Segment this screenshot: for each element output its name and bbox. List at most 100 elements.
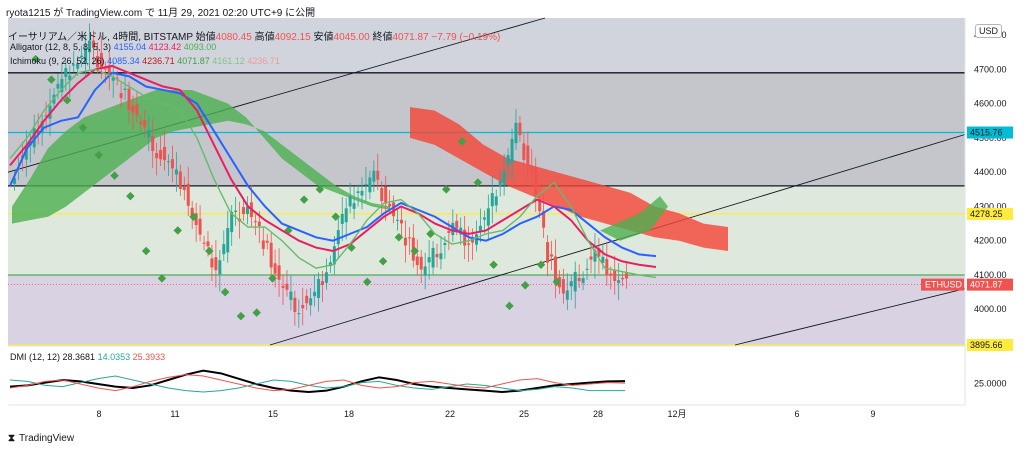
- y-tick-label: 4000.00: [974, 304, 1007, 314]
- ichimoku-legend[interactable]: Ichimoku (9, 26, 52, 26) 4085.34 4236.71…: [10, 56, 280, 66]
- dmi-minus-value: 25.3933: [132, 352, 166, 362]
- chikou-marker: [78, 123, 88, 132]
- candle-body: [234, 210, 238, 212]
- candle-body: [451, 222, 455, 236]
- level-tag-3895-bg: [967, 339, 1013, 351]
- dmi-legend[interactable]: DMI (12, 12) 28.3681 14.0353 25.3933: [10, 352, 165, 362]
- chikou-marker: [520, 281, 530, 290]
- candle-body: [289, 291, 293, 300]
- currency-button[interactable]: USD: [975, 24, 1003, 38]
- chikou-marker: [378, 257, 388, 266]
- candle-body: [328, 262, 332, 267]
- publisher-line: ryota1215 が TradingView.com で 11月 29, 20…: [6, 8, 316, 19]
- candle-body: [613, 269, 617, 281]
- low-value: 4045.00: [333, 32, 370, 43]
- candle-body: [542, 211, 546, 228]
- chikou-marker: [315, 185, 325, 194]
- chikou-marker: [473, 178, 483, 187]
- candle-body: [621, 278, 625, 280]
- dmi-label: DMI (12, 12): [10, 352, 61, 362]
- open-label: 始値: [195, 32, 216, 43]
- dmi-plus-value: 14.0353: [97, 352, 131, 362]
- candle-body: [297, 313, 301, 315]
- alligator-teeth-value: 4123.42: [148, 42, 182, 52]
- candle-body: [510, 138, 514, 164]
- level-tag-4515-bg: [967, 126, 1013, 139]
- candle-body: [210, 258, 214, 268]
- candle-body: [198, 218, 202, 235]
- candle-body: [423, 266, 427, 276]
- candle-body: [127, 88, 131, 110]
- x-tick-label: 25: [519, 409, 529, 419]
- candle-body: [159, 149, 163, 160]
- candle-body: [24, 147, 28, 160]
- candle-body: [119, 93, 123, 99]
- candle-body: [155, 153, 159, 159]
- last-price-tag-bg: [967, 278, 1013, 291]
- candle-body: [131, 105, 135, 113]
- alligator-lips-value: 4093.00: [183, 42, 217, 52]
- chikou-marker: [236, 311, 246, 321]
- candle-body: [388, 203, 392, 207]
- candle-body: [565, 290, 569, 300]
- x-tick-label: 28: [593, 409, 603, 419]
- candle-body: [482, 217, 486, 220]
- ichimoku-tenkan-value: 4085.34: [107, 56, 140, 66]
- candle-body: [190, 207, 194, 216]
- candle-body: [601, 256, 605, 263]
- candle-body: [534, 168, 538, 195]
- candle-body: [589, 256, 593, 260]
- x-tick-label: 8: [96, 409, 101, 419]
- low-label: 安値: [313, 32, 334, 43]
- candle-body: [392, 202, 396, 217]
- candle-body: [135, 104, 139, 116]
- candle-body: [625, 273, 629, 279]
- candle-body: [486, 208, 490, 226]
- x-tick-label: 6: [794, 409, 799, 419]
- candle-body: [384, 186, 388, 204]
- candle-body: [530, 166, 534, 173]
- dmi-tick-label: 25.0000: [974, 378, 1007, 388]
- candle-body: [245, 206, 249, 214]
- candle-body: [111, 77, 115, 81]
- candle-body: [40, 121, 44, 133]
- candle-body: [186, 183, 190, 206]
- level-tag-4278: 4278.25: [970, 209, 1003, 219]
- y-tick-label: 4300.00: [974, 201, 1007, 211]
- candle-body: [32, 128, 36, 148]
- chikou-marker: [157, 274, 167, 283]
- dmi-plus-line: [9, 375, 626, 393]
- candle-body: [340, 213, 344, 224]
- x-tick-label: 18: [344, 409, 354, 419]
- candle-body: [502, 171, 506, 186]
- last-price-tag: 4071.87: [970, 280, 1003, 290]
- level-tag-4278-bg: [967, 207, 1013, 220]
- chikou-marker: [126, 191, 135, 201]
- candle-body: [561, 279, 565, 294]
- candle-body: [427, 257, 431, 263]
- candle-body: [202, 242, 206, 244]
- candle-body: [91, 40, 95, 48]
- chikou-marker: [62, 95, 72, 105]
- chikou-marker: [94, 150, 104, 160]
- candle-body: [301, 304, 305, 309]
- ichimoku-cloud-future-green: [600, 196, 668, 241]
- candle-body: [147, 129, 151, 138]
- candle-body: [546, 242, 550, 263]
- chikou-marker: [505, 301, 514, 311]
- candle-body: [376, 170, 380, 180]
- candle-body: [467, 243, 471, 245]
- candle-body: [581, 278, 585, 284]
- candle-body: [178, 171, 182, 189]
- candle-body: [257, 221, 261, 226]
- chikou-marker: [47, 75, 56, 84]
- candle-body: [88, 40, 92, 53]
- candle-body: [550, 254, 554, 257]
- candle-body: [380, 187, 384, 201]
- footer-brand[interactable]: ⧗ TradingView: [8, 433, 74, 444]
- alligator-legend[interactable]: Alligator (12, 8, 5, 8, 5, 3) 4155.04 41…: [10, 42, 216, 52]
- x-tick-label: 12月: [667, 409, 686, 419]
- alligator-line-0: [9, 71, 657, 258]
- candle-body: [431, 247, 435, 268]
